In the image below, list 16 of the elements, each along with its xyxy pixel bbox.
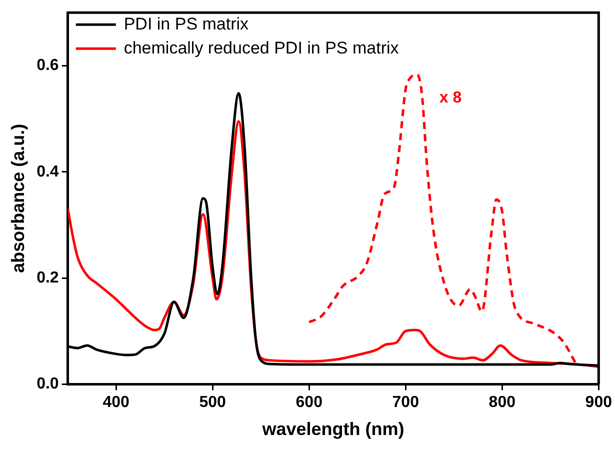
x-tick-label: 500 (199, 394, 226, 412)
annotation: x 8 (439, 89, 462, 106)
legend-label: PDI in PS matrix (124, 14, 250, 34)
y-axis-title: absorbance (a.u.) (8, 124, 28, 273)
line-series (308, 73, 578, 366)
x-tick-label: 600 (296, 394, 323, 412)
x-tick-label: 800 (488, 394, 516, 412)
x-tick-label: 900 (585, 394, 612, 412)
x-tick-label: 400 (102, 394, 130, 412)
y-tick-label: 0.6 (36, 57, 59, 74)
y-tick-label: 0.4 (36, 163, 59, 180)
x-tick-label: 700 (392, 394, 420, 412)
y-tick-label: 0.2 (36, 269, 59, 286)
y-tick-label: 0.0 (36, 376, 59, 393)
x-axis-title: wavelength (nm) (261, 419, 404, 440)
legend-label: chemically reduced PDI in PS matrix (124, 38, 400, 58)
